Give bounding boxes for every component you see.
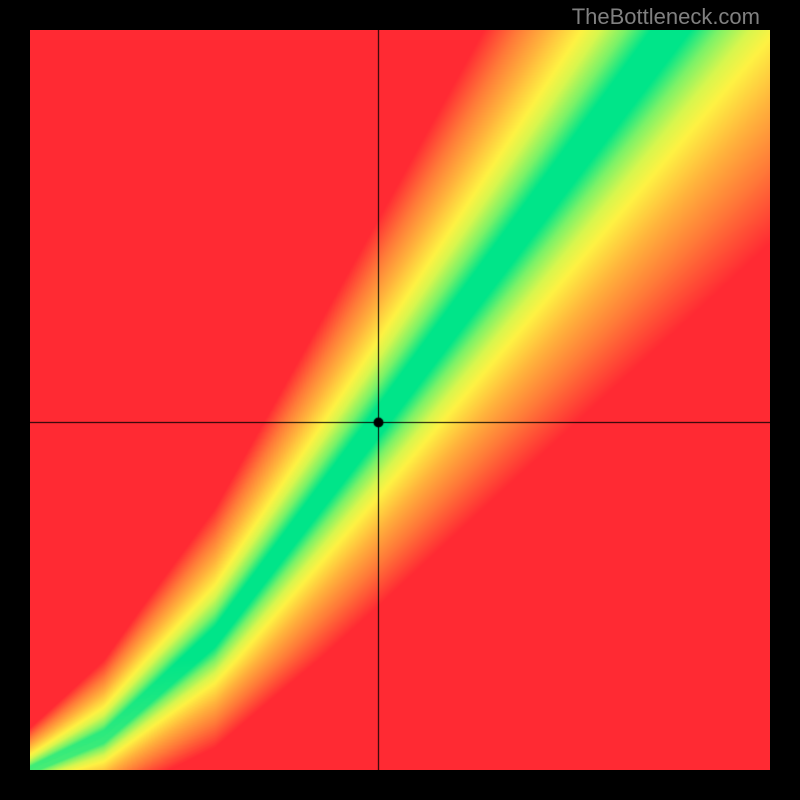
bottleneck-heatmap bbox=[30, 30, 770, 770]
chart-frame: TheBottleneck.com bbox=[0, 0, 800, 800]
watermark-text: TheBottleneck.com bbox=[572, 4, 760, 30]
